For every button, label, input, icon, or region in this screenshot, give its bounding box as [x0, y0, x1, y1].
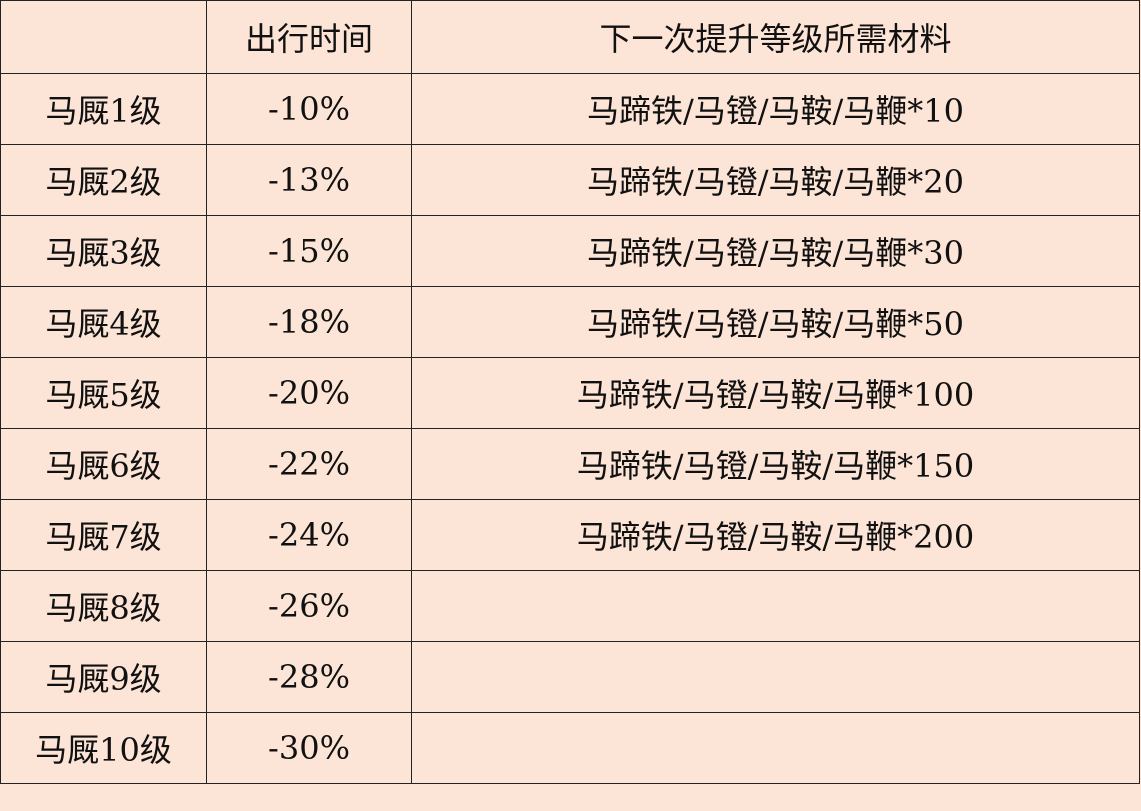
- level-cell: 马厩1级: [0, 73, 207, 145]
- level-cell: 马厩2级: [0, 144, 207, 216]
- time-cell: -22%: [206, 428, 412, 500]
- table-row: 马厩4级 -18% 马蹄铁/马镫/马鞍/马鞭*50: [0, 286, 1140, 358]
- time-cell: -18%: [206, 286, 412, 358]
- table-row: 马厩6级 -22% 马蹄铁/马镫/马鞍/马鞭*150: [0, 428, 1140, 500]
- time-cell: -10%: [206, 73, 412, 145]
- materials-cell: [411, 641, 1140, 713]
- header-cell-materials: 下一次提升等级所需材料: [411, 0, 1140, 74]
- header-cell-time: 出行时间: [206, 0, 412, 74]
- level-cell: 马厩6级: [0, 428, 207, 500]
- table-row: 马厩1级 -10% 马蹄铁/马镫/马鞍/马鞭*10: [0, 73, 1140, 145]
- table-row: 马厩7级 -24% 马蹄铁/马镫/马鞍/马鞭*200: [0, 499, 1140, 571]
- table-row: 马厩10级 -30%: [0, 712, 1140, 784]
- header-cell-level: [0, 0, 207, 74]
- time-cell: -15%: [206, 215, 412, 287]
- time-cell: -28%: [206, 641, 412, 713]
- level-cell: 马厩8级: [0, 570, 207, 642]
- materials-cell: 马蹄铁/马镫/马鞍/马鞭*200: [411, 499, 1140, 571]
- stable-level-table: 出行时间 下一次提升等级所需材料 马厩1级 -10% 马蹄铁/马镫/马鞍/马鞭*10…: [0, 0, 1140, 784]
- level-cell: 马厩4级: [0, 286, 207, 358]
- materials-cell: 马蹄铁/马镫/马鞍/马鞭*20: [411, 144, 1140, 216]
- table-row: 马厩2级 -13% 马蹄铁/马镫/马鞍/马鞭*20: [0, 144, 1140, 216]
- table-row: 马厩5级 -20% 马蹄铁/马镫/马鞍/马鞭*100: [0, 357, 1140, 429]
- level-cell: 马厩5级: [0, 357, 207, 429]
- table-row: 马厩3级 -15% 马蹄铁/马镫/马鞍/马鞭*30: [0, 215, 1140, 287]
- time-cell: -20%: [206, 357, 412, 429]
- level-cell: 马厩3级: [0, 215, 207, 287]
- materials-cell: 马蹄铁/马镫/马鞍/马鞭*30: [411, 215, 1140, 287]
- materials-cell: 马蹄铁/马镫/马鞍/马鞭*100: [411, 357, 1140, 429]
- time-cell: -26%: [206, 570, 412, 642]
- level-cell: 马厩10级: [0, 712, 207, 784]
- header-row: 出行时间 下一次提升等级所需材料: [0, 0, 1140, 74]
- materials-cell: 马蹄铁/马镫/马鞍/马鞭*50: [411, 286, 1140, 358]
- table-row: 马厩9级 -28%: [0, 641, 1140, 713]
- level-cell: 马厩7级: [0, 499, 207, 571]
- time-cell: -30%: [206, 712, 412, 784]
- materials-cell: 马蹄铁/马镫/马鞍/马鞭*150: [411, 428, 1140, 500]
- level-cell: 马厩9级: [0, 641, 207, 713]
- time-cell: -24%: [206, 499, 412, 571]
- materials-cell: [411, 712, 1140, 784]
- time-cell: -13%: [206, 144, 412, 216]
- materials-cell: [411, 570, 1140, 642]
- table-row: 马厩8级 -26%: [0, 570, 1140, 642]
- materials-cell: 马蹄铁/马镫/马鞍/马鞭*10: [411, 73, 1140, 145]
